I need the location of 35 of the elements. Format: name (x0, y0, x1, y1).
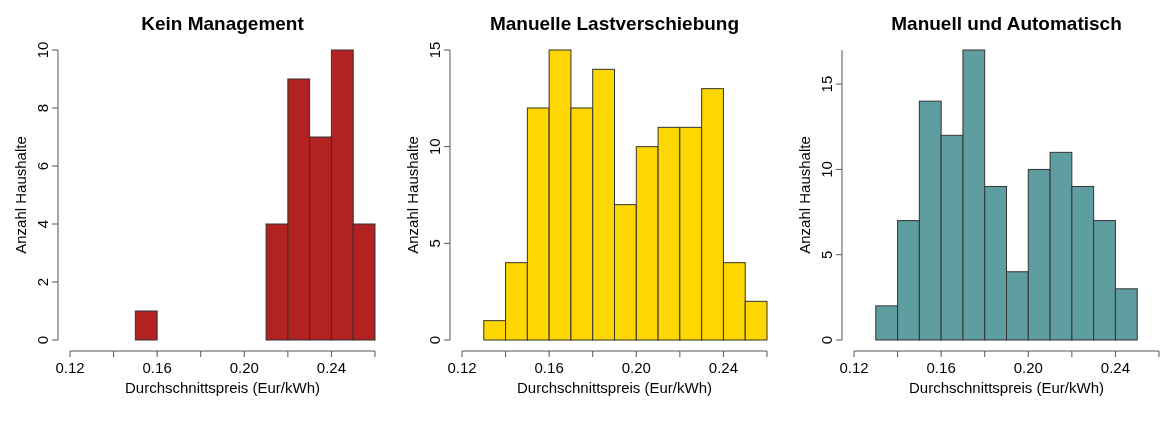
x-tick-label: 0.12 (55, 359, 85, 376)
y-tick-label: 10 (34, 41, 51, 59)
y-axis-title: Anzahl Haushalte (796, 136, 813, 254)
x-axis-title: Durchschnittspreis (Eur/kWh) (516, 379, 713, 396)
x-tick-label: 0.24 (708, 359, 739, 376)
x-tick-label: 0.20 (1013, 359, 1043, 376)
y-tick-label: 0 (818, 335, 835, 345)
y-tick-label: 2 (34, 277, 51, 287)
x-tick-label: 0.16 (534, 359, 564, 376)
x-tick-label: 0.12 (839, 359, 869, 376)
y-tick-label: 10 (426, 138, 443, 156)
x-tick-label: 0.20 (621, 359, 651, 376)
chart-title: Manuell und Automatisch (891, 13, 1122, 34)
y-tick-label: 4 (34, 219, 51, 229)
x-tick-label: 0.12 (447, 359, 477, 376)
y-tick-label: 0 (34, 335, 51, 345)
x-tick-label: 0.16 (142, 359, 172, 376)
y-tick-label: 10 (818, 161, 835, 178)
y-tick-label: 15 (426, 41, 443, 59)
x-tick-label: 0.24 (1100, 359, 1131, 376)
chart-title: Kein Management (141, 13, 305, 34)
y-axis-title: Anzahl Haushalte (12, 136, 29, 254)
y-tick-label: 6 (34, 161, 51, 171)
y-tick-label: 5 (426, 239, 443, 248)
y-tick-label: 5 (818, 250, 835, 259)
x-tick-label: 0.16 (926, 359, 956, 376)
y-tick-label: 8 (34, 103, 51, 113)
x-tick-label: 0.20 (229, 359, 259, 376)
y-tick-label: 15 (818, 75, 835, 93)
x-axis-title: Durchschnittspreis (Eur/kWh) (124, 379, 321, 396)
x-tick-label: 0.24 (316, 359, 347, 376)
x-axis-title: Durchschnittspreis (Eur/kWh) (908, 379, 1105, 396)
y-tick-label: 0 (426, 335, 443, 345)
chart-title: Manuelle Lastverschiebung (489, 13, 740, 34)
y-axis-title: Anzahl Haushalte (404, 136, 421, 254)
